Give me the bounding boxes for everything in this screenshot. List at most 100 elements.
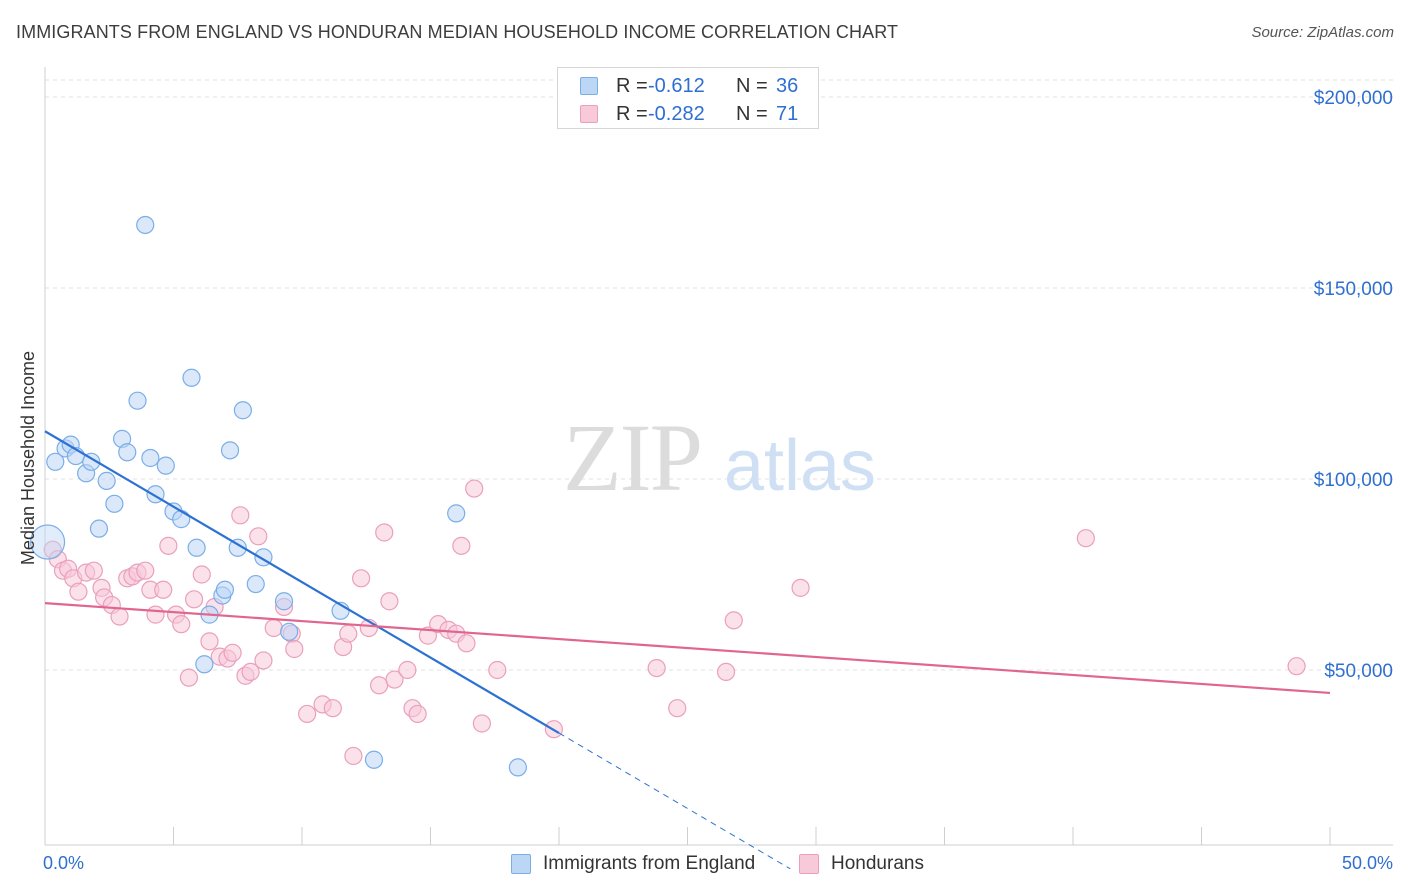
- hondurans-points: [43, 479, 1306, 766]
- legend-label: Hondurans: [831, 853, 924, 874]
- hondurans-trend-line: [44, 602, 1331, 695]
- hondurans-point-67: [724, 611, 743, 630]
- hondurans-point-53: [408, 704, 427, 724]
- y-tick-label-0: $50,000: [1324, 661, 1393, 682]
- stats-legend: R = -0.612 N = 36 R = -0.282 N = 71: [557, 67, 819, 129]
- x-tick-label-min: 0.0%: [43, 853, 84, 873]
- r-value: -0.282: [648, 103, 705, 125]
- england-point-34: [447, 504, 466, 523]
- england-point-25: [220, 441, 240, 460]
- hondurans-point-32: [241, 662, 260, 682]
- hondurans-point-50: [385, 670, 404, 689]
- r-value: -0.612: [648, 75, 705, 97]
- england-point-19: [182, 368, 201, 387]
- hondurans-point-33: [249, 527, 268, 546]
- england-point-20: [187, 538, 206, 557]
- england-point-9: [105, 494, 124, 513]
- hondurans-point-45: [352, 569, 371, 588]
- axes: [44, 67, 1393, 846]
- hondurans-point-7: [84, 561, 103, 580]
- hondurans-legend-swatch: [799, 854, 819, 874]
- hondurans-point-43: [339, 624, 358, 643]
- hondurans-point-47: [370, 676, 389, 695]
- x-tick-label-max: 50.0%: [1342, 853, 1393, 873]
- hondurans-point-62: [488, 660, 507, 680]
- england-point-21: [195, 655, 214, 674]
- england-point-1: [46, 452, 65, 471]
- hondurans-point-49: [380, 592, 399, 611]
- england-point-26: [228, 538, 247, 557]
- n-label: N =: [736, 103, 768, 125]
- hondurans-point-29: [223, 643, 242, 662]
- england-legend-swatch: [511, 854, 531, 874]
- england-trend-line: [44, 430, 560, 734]
- hondurans-point-35: [264, 618, 283, 638]
- trend-lines: [44, 430, 1331, 870]
- england-point-33: [364, 750, 384, 769]
- hondurans-point-54: [418, 626, 438, 645]
- chart-title: IMMIGRANTS FROM ENGLAND VS HONDURAN MEDI…: [16, 22, 899, 42]
- england-point-30: [274, 592, 294, 611]
- hondurans-point-44: [344, 746, 363, 766]
- england-point-16: [156, 456, 175, 475]
- england-point-27: [233, 401, 252, 420]
- hondurans-point-24: [192, 565, 211, 584]
- england-trend-extension: [558, 732, 791, 870]
- hondurans-point-11: [110, 607, 129, 626]
- y-tick-label-1: $100,000: [1314, 470, 1393, 491]
- hondurans-point-59: [457, 634, 476, 653]
- england-point-8: [97, 471, 116, 491]
- england-point-35: [508, 758, 527, 777]
- n-value: 71: [776, 103, 799, 125]
- hondurans-point-5: [69, 582, 88, 601]
- england-swatch: [580, 77, 598, 95]
- hondurans-point-66: [716, 662, 736, 682]
- watermark-atlas: atlas: [724, 426, 876, 506]
- hondurans-point-61: [472, 714, 491, 733]
- england-point-28: [246, 574, 265, 594]
- hondurans-point-65: [668, 699, 687, 718]
- hondurans-point-41: [323, 699, 342, 718]
- hondurans-point-17: [146, 605, 165, 624]
- hondurans-point-69: [1076, 529, 1095, 548]
- hondurans-point-15: [136, 561, 155, 580]
- n-value: 36: [776, 75, 799, 97]
- hondurans-point-70: [1287, 657, 1306, 676]
- england-point-13: [136, 215, 155, 235]
- england-point-11: [118, 443, 137, 462]
- hondurans-point-25: [200, 632, 219, 651]
- hondurans-point-48: [375, 523, 394, 542]
- source-label: Source: ZipAtlas.com: [1251, 24, 1394, 41]
- y-tick-label-3: $200,000: [1314, 88, 1393, 109]
- watermark: ZIP atlas: [563, 404, 876, 511]
- watermark-zip: ZIP: [563, 404, 701, 511]
- y-axis-label: Median Household Income: [18, 351, 38, 565]
- hondurans-point-34: [254, 651, 273, 670]
- hondurans-point-30: [231, 506, 250, 525]
- hondurans-point-23: [184, 590, 204, 609]
- r-label: R =: [616, 103, 648, 125]
- england-point-18: [172, 510, 191, 529]
- r-label: R =: [616, 75, 648, 97]
- hondurans-point-18: [154, 580, 173, 599]
- england-point-14: [141, 448, 160, 468]
- england-point-31: [280, 622, 299, 641]
- legend-label: Immigrants from England: [543, 853, 756, 874]
- y-tick-label-2: $150,000: [1314, 279, 1393, 300]
- hondurans-point-21: [172, 615, 191, 634]
- n-label: N =: [736, 75, 768, 97]
- hondurans-point-68: [791, 578, 810, 597]
- hondurans-point-51: [398, 660, 417, 680]
- hondurans-point-39: [298, 704, 317, 724]
- y-tick-labels: $50,000 $100,000 $150,000 $200,000: [1314, 88, 1393, 682]
- hondurans-point-22: [179, 668, 199, 687]
- hondurans-point-58: [452, 536, 471, 555]
- england-point-12: [128, 391, 147, 410]
- england-point-6: [82, 452, 101, 471]
- england-point-24: [215, 580, 234, 599]
- england-point-0: [29, 524, 66, 560]
- england-points: [29, 215, 527, 777]
- hondurans-point-64: [647, 658, 666, 678]
- hondurans-point-60: [465, 479, 484, 498]
